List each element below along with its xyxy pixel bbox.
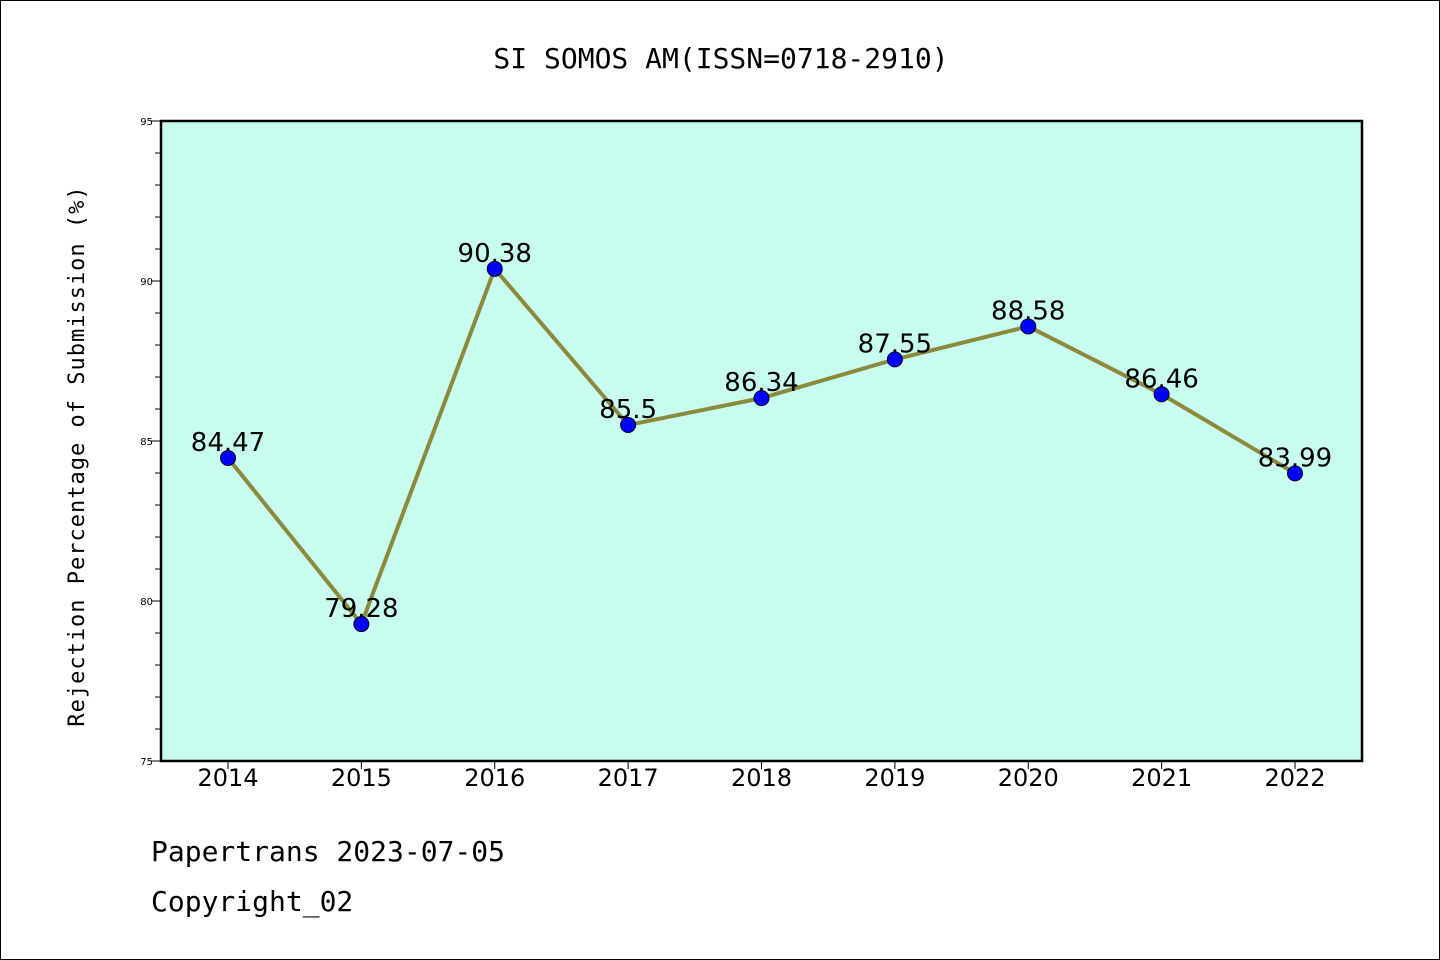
data-label: 87.55 (858, 329, 932, 359)
x-tick-label: 2019 (864, 764, 925, 792)
axis-ticks: 75 80 85 90 95 2014 2015 2016 2017 2018 2019 2020 20… (140, 117, 1325, 792)
data-label: 83.99 (1258, 443, 1332, 473)
data-label: 90.38 (458, 239, 532, 269)
data-point (220, 449, 236, 466)
data-point (1287, 465, 1303, 482)
y-tick-label: 80 (140, 597, 153, 608)
footer-copyright: Copyright_02 (151, 885, 354, 918)
x-tick-label: 2016 (464, 764, 525, 792)
x-tick-label: 2017 (598, 764, 659, 792)
plot-area (159, 119, 1364, 763)
data-point (353, 616, 370, 633)
data-label: 85.5 (599, 395, 657, 425)
data-label: 88.58 (991, 296, 1065, 326)
data-label: 86.34 (724, 368, 798, 398)
data-label: 86.46 (1124, 364, 1198, 394)
x-tick-label: 2014 (197, 764, 258, 792)
y-tick-label: 75 (140, 757, 153, 768)
footer-source-date: Papertrans 2023-07-05 (151, 835, 506, 868)
chart-title: SI SOMOS AM(ISSN=0718-2910) (493, 42, 948, 75)
data-point (620, 417, 637, 433)
data-point (886, 351, 903, 368)
y-tick-label: 95 (140, 117, 153, 128)
data-point (1153, 386, 1170, 403)
data-markers (220, 260, 1303, 633)
data-label: 84.47 (191, 428, 265, 458)
y-tick-label: 85 (140, 437, 153, 448)
y-axis-label: Rejection Percentage of Submission (%) (65, 185, 90, 726)
x-tick-label: 2015 (331, 764, 392, 792)
data-point (1020, 318, 1037, 335)
x-tick-label: 2018 (731, 764, 792, 792)
x-tick-label: 2020 (998, 764, 1059, 792)
x-tick-label: 2021 (1131, 764, 1192, 792)
data-point (753, 390, 770, 407)
data-labels: 84.47 79.28 90.38 85.5 86.34 87.55 88.58 86.46 8… (191, 239, 1332, 624)
y-tick-label: 90 (140, 277, 153, 288)
x-tick-label: 2022 (1264, 764, 1325, 792)
data-point (486, 260, 503, 277)
data-label: 79.28 (324, 594, 398, 624)
